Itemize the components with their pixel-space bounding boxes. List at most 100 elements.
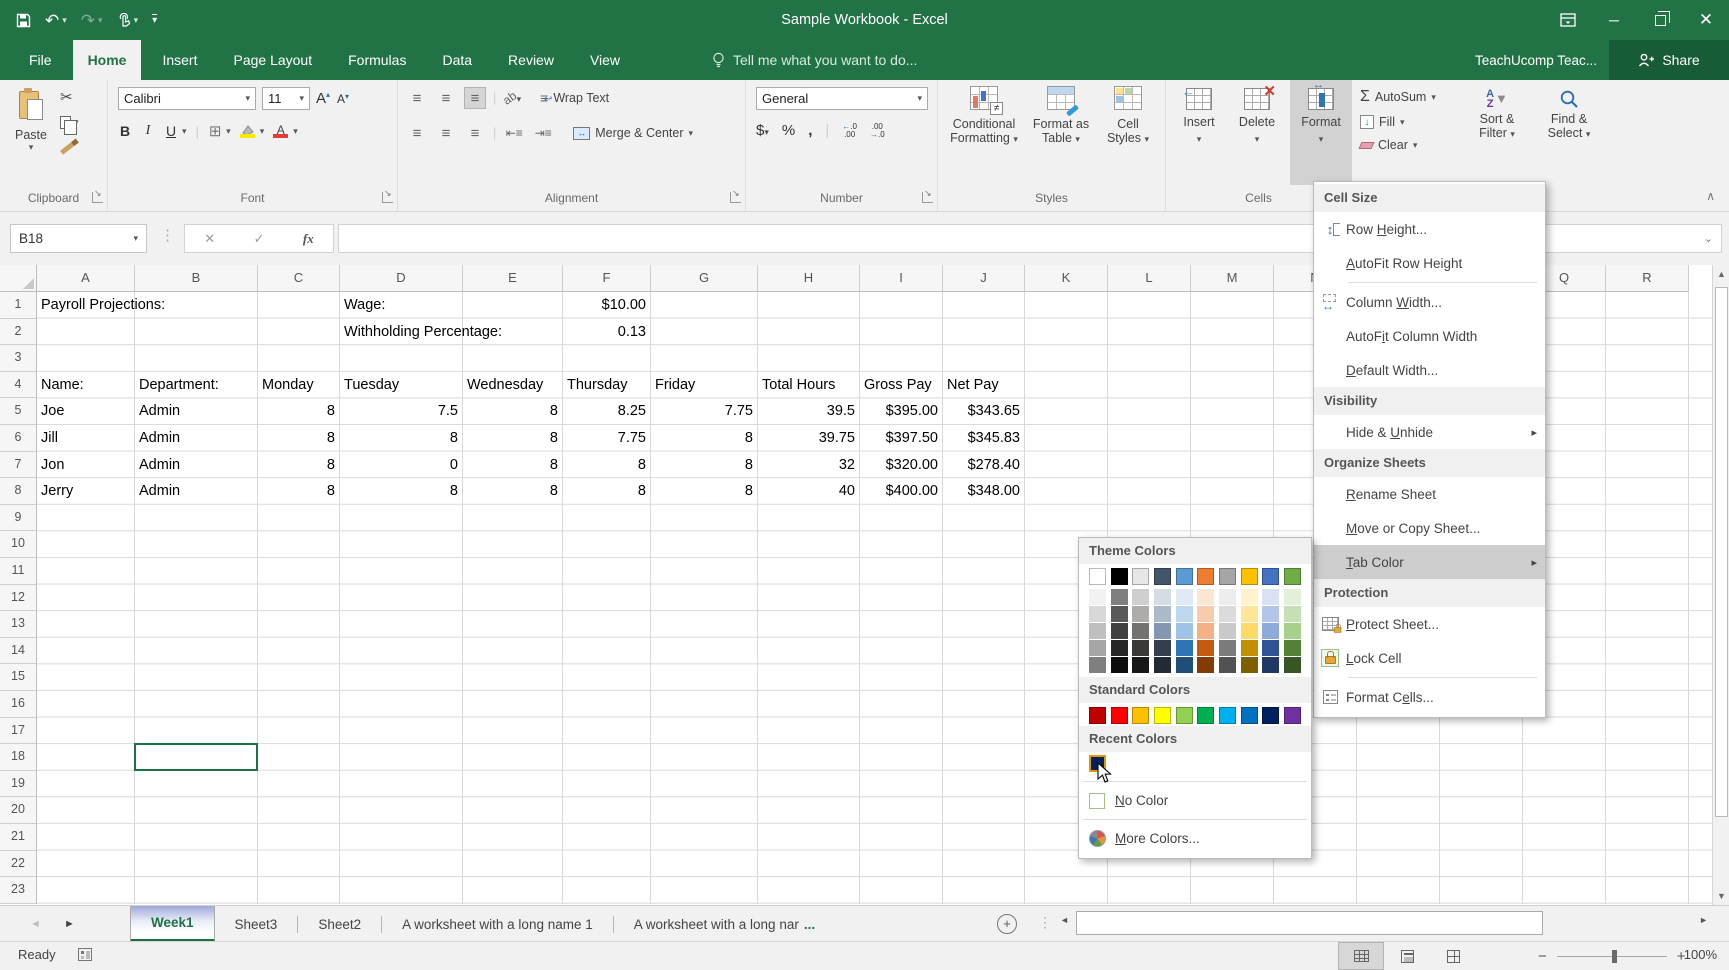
theme-variant-swatch[interactable] xyxy=(1153,657,1171,673)
cell-I8[interactable]: $400.00 xyxy=(885,483,938,500)
row-header-4[interactable]: 4 xyxy=(0,371,37,399)
theme-variant-swatch[interactable] xyxy=(1283,623,1301,639)
middle-align-button[interactable]: ≡ xyxy=(441,89,451,107)
theme-variant-swatch[interactable] xyxy=(1283,657,1301,673)
column-header-D[interactable]: D xyxy=(340,265,463,292)
theme-variant-swatch[interactable] xyxy=(1089,623,1106,639)
row-header-11[interactable]: 11 xyxy=(0,558,37,585)
standard-color-swatch-4[interactable] xyxy=(1153,707,1171,724)
orientation-dropdown-icon[interactable]: ▾ xyxy=(516,94,522,104)
clipboard-dialog-launcher[interactable] xyxy=(92,188,103,203)
customize-qat-icon[interactable]: ▾ xyxy=(152,14,158,26)
cell-F2[interactable]: 0.13 xyxy=(617,323,646,340)
theme-variant-swatch[interactable] xyxy=(1110,589,1128,605)
column-header-A[interactable]: A xyxy=(37,265,135,292)
column-header-B[interactable]: B xyxy=(135,265,258,292)
decrease-indent-button[interactable]: ⇤≡ xyxy=(505,126,523,140)
cell-I5[interactable]: $395.00 xyxy=(885,403,938,420)
column-header-E[interactable]: E xyxy=(463,265,563,292)
theme-color-swatch-9[interactable] xyxy=(1262,568,1280,585)
cell-G4[interactable]: Friday xyxy=(655,376,696,393)
theme-variant-swatch[interactable] xyxy=(1218,657,1236,673)
theme-variant-swatch[interactable] xyxy=(1262,589,1280,605)
standard-color-swatch-1[interactable] xyxy=(1089,707,1106,724)
clear-button[interactable]: Clear ▾ xyxy=(1358,138,1436,152)
sheet-tab-sheet3[interactable]: Sheet3 xyxy=(234,916,278,932)
menu-item-format-cells[interactable]: Format Cells... xyxy=(1314,680,1545,714)
fill-button[interactable]: ↓ Fill ▾ xyxy=(1360,115,1436,129)
horizontal-scroll-thumb[interactable] xyxy=(1076,911,1543,935)
orientation-button[interactable]: ab▾ xyxy=(500,88,522,108)
bottom-align-button[interactable]: ≡ xyxy=(464,87,486,109)
row-header-3[interactable]: 3 xyxy=(0,345,37,372)
theme-variant-swatch[interactable] xyxy=(1240,589,1258,605)
number-format-combo[interactable]: General ▾ xyxy=(756,87,928,110)
cell-J7[interactable]: $278.40 xyxy=(967,456,1020,473)
theme-variant-swatch[interactable] xyxy=(1262,623,1280,639)
theme-variant-swatch[interactable] xyxy=(1283,640,1301,656)
share-button[interactable]: Share xyxy=(1609,40,1729,80)
theme-variant-swatch[interactable] xyxy=(1089,657,1106,673)
row-header-5[interactable]: 5 xyxy=(0,398,37,425)
cell-G8[interactable]: 8 xyxy=(744,483,753,500)
menu-item-rename-sheet[interactable]: Rename Sheet xyxy=(1314,477,1545,511)
column-header-M[interactable]: M xyxy=(1191,265,1274,292)
cancel-entry-icon[interactable]: ✕ xyxy=(204,230,216,246)
theme-variant-swatch[interactable] xyxy=(1175,606,1193,622)
row-header-13[interactable]: 13 xyxy=(0,611,37,638)
cell-I6[interactable]: $397.50 xyxy=(885,430,938,446)
decrease-decimal-button[interactable]: .00 →.0 xyxy=(869,121,885,139)
page-break-view-button[interactable] xyxy=(1430,942,1476,970)
tab-view[interactable]: View xyxy=(589,52,621,68)
underline-dropdown-icon[interactable]: ▾ xyxy=(182,125,187,136)
touch-mode-icon[interactable]: ▾ xyxy=(117,12,138,28)
collapse-ribbon-icon[interactable]: ∧ xyxy=(1706,189,1715,203)
new-sheet-button[interactable]: + xyxy=(997,914,1017,934)
cell-I4[interactable]: Gross Pay xyxy=(864,376,932,393)
row-header-10[interactable]: 10 xyxy=(0,531,37,558)
insert-dropdown-icon[interactable]: ▾ xyxy=(1196,134,1202,144)
fill-color-dropdown-icon[interactable]: ▾ xyxy=(259,125,265,136)
column-header-R[interactable]: R xyxy=(1606,265,1689,292)
name-box-dropdown-icon[interactable]: ▾ xyxy=(133,233,138,243)
cell-D7[interactable]: 0 xyxy=(449,456,458,473)
row-header-7[interactable]: 7 xyxy=(0,451,37,479)
cell-D6[interactable]: 8 xyxy=(449,430,458,446)
tab-home[interactable]: Home xyxy=(72,40,142,80)
sheet-tab-sheet2[interactable]: Sheet2 xyxy=(318,916,362,932)
theme-variant-swatch[interactable] xyxy=(1240,640,1258,656)
cell-C8[interactable]: 8 xyxy=(326,483,335,500)
theme-variant-swatch[interactable] xyxy=(1197,606,1215,622)
sort-dropdown-icon[interactable]: ▾ xyxy=(1510,129,1515,139)
cell-B5[interactable]: Admin xyxy=(139,403,181,420)
menu-item-autofit-row-height[interactable]: AutoFit Row Height xyxy=(1314,246,1545,280)
column-header-L[interactable]: L xyxy=(1108,265,1191,292)
cell-G6[interactable]: 8 xyxy=(744,430,753,446)
cell-E5[interactable]: 8 xyxy=(549,403,558,420)
cell-F8[interactable]: 8 xyxy=(637,483,646,500)
row-header-23[interactable]: 23 xyxy=(0,877,37,904)
cell-H5[interactable]: 39.5 xyxy=(826,403,855,420)
format-as-table-button[interactable]: Format as Table ▾ xyxy=(1028,86,1094,146)
minimize-button[interactable]: ─ xyxy=(1609,12,1619,28)
close-button[interactable]: ✕ xyxy=(1698,10,1714,29)
theme-variant-swatch[interactable] xyxy=(1283,606,1301,622)
fill-color-button[interactable] xyxy=(239,124,255,138)
theme-variant-swatch[interactable] xyxy=(1132,657,1150,673)
column-header-H[interactable]: H xyxy=(758,265,860,292)
undo-dropdown-icon[interactable]: ▾ xyxy=(62,14,67,25)
redo-button[interactable]: ↷ ▾ xyxy=(80,10,103,30)
normal-view-button[interactable] xyxy=(1338,942,1384,970)
column-header-I[interactable]: I xyxy=(860,265,943,292)
cell-B4[interactable]: Department: xyxy=(139,376,219,393)
theme-color-swatch-4[interactable] xyxy=(1153,568,1171,585)
cell-B8[interactable]: Admin xyxy=(139,483,181,500)
font-size-combo[interactable]: 11 ▾ xyxy=(262,87,310,110)
cell-F7[interactable]: 8 xyxy=(637,456,646,473)
cell-B7[interactable]: Admin xyxy=(139,456,181,473)
theme-variant-swatch[interactable] xyxy=(1153,640,1171,656)
align-right-button[interactable]: ≡ xyxy=(470,124,480,142)
standard-color-swatch-5[interactable] xyxy=(1175,707,1193,724)
cell-J5[interactable]: $343.65 xyxy=(967,403,1020,420)
font-name-combo[interactable]: Calibri ▾ xyxy=(118,87,256,110)
